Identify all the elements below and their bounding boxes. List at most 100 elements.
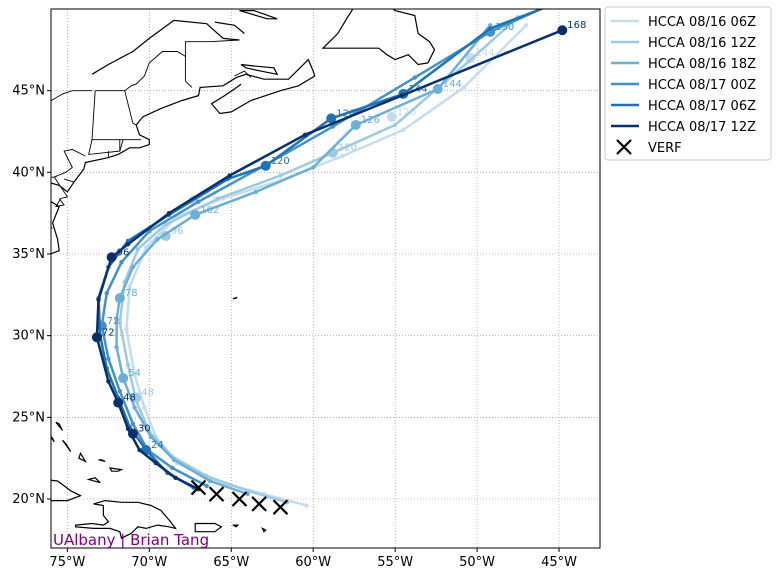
forecast-hour-label: 144 bbox=[476, 48, 495, 59]
track-point bbox=[114, 344, 119, 350]
lat-tick-label: 45°N bbox=[12, 84, 45, 99]
lon-tick-label: 60°W bbox=[295, 555, 331, 570]
bahamas-inagua-coast bbox=[86, 477, 101, 484]
track-marker bbox=[113, 397, 124, 408]
us-east-coast-coast bbox=[51, 200, 60, 255]
lon-tick-label: 55°W bbox=[377, 555, 413, 570]
track-point bbox=[124, 326, 129, 332]
track-point bbox=[132, 405, 137, 410]
forecast-hour-label: 126 bbox=[336, 108, 355, 119]
track-marker bbox=[386, 111, 397, 122]
track-line bbox=[100, 9, 544, 488]
forecast-hour-label: 78 bbox=[125, 288, 138, 299]
track-point bbox=[196, 199, 201, 204]
legend-label: HCCA 08/17 12Z bbox=[648, 120, 756, 135]
track-point bbox=[488, 26, 493, 31]
track-point bbox=[106, 379, 111, 384]
cuba-coast bbox=[51, 479, 83, 502]
track-point bbox=[114, 317, 119, 322]
track-point bbox=[125, 242, 131, 247]
forecast-hour-label: 126 bbox=[397, 107, 416, 118]
gaspe-coast-coast bbox=[214, 21, 245, 34]
track-point bbox=[173, 475, 178, 480]
track-point bbox=[119, 259, 124, 265]
track-marker bbox=[350, 119, 361, 130]
legend-box bbox=[604, 6, 772, 161]
track-point bbox=[155, 237, 160, 242]
bermuda-coast bbox=[232, 296, 238, 300]
lon-tick-label: 75°W bbox=[49, 555, 85, 570]
verification-track bbox=[190, 479, 289, 515]
track-point bbox=[488, 23, 493, 28]
track-point bbox=[340, 153, 345, 159]
track-point bbox=[117, 320, 123, 325]
track-point bbox=[125, 362, 131, 368]
track-marker bbox=[131, 392, 142, 403]
legend-label: HCCA 08/16 06Z bbox=[648, 15, 756, 30]
bahamas-long-coast bbox=[62, 439, 72, 452]
lat-tick-label: 25°N bbox=[12, 410, 45, 425]
forecast-hour-label: 54 bbox=[128, 368, 141, 379]
track-hcca-08-16-18z: 102 126 78 54 144 bbox=[114, 23, 493, 497]
forecast-hour-label: 150 bbox=[495, 22, 514, 33]
track-point bbox=[106, 356, 111, 361]
track-point bbox=[96, 297, 101, 302]
track-marker bbox=[118, 373, 129, 384]
track-point bbox=[204, 483, 209, 489]
track-point bbox=[311, 165, 316, 170]
track-line bbox=[95, 29, 563, 491]
track-point bbox=[253, 189, 259, 195]
forecast-hour-label: 96 bbox=[171, 226, 184, 237]
track-point bbox=[392, 122, 398, 128]
track-point bbox=[304, 503, 309, 508]
forecast-hour-label: 72 bbox=[107, 316, 120, 327]
track-point bbox=[132, 372, 137, 378]
political-border bbox=[51, 90, 92, 102]
forecast-hour-label: 24 bbox=[151, 440, 164, 451]
political-border bbox=[119, 139, 124, 152]
track-marker bbox=[326, 113, 337, 124]
verf-marker bbox=[231, 491, 248, 507]
track-point bbox=[163, 222, 168, 227]
anguilla-barbuda-coast bbox=[261, 527, 267, 533]
forecast-hour-label: 96 bbox=[117, 247, 130, 258]
forecast-hour-label: 102 bbox=[200, 205, 219, 216]
track-point bbox=[330, 124, 336, 129]
forecast-hour-label: 144 bbox=[443, 79, 462, 90]
anticosti-island-coast bbox=[239, 10, 278, 20]
bahamas-exuma-coast bbox=[51, 435, 55, 443]
legend-label: HCCA 08/16 12Z bbox=[648, 36, 756, 51]
verf-marker bbox=[208, 486, 225, 502]
track-point bbox=[142, 405, 147, 410]
track-marker bbox=[432, 84, 443, 95]
bahamas-cat-coast bbox=[55, 421, 64, 431]
lat-tick-label: 40°N bbox=[12, 165, 45, 180]
political-border bbox=[234, 70, 252, 78]
puerto-rico-coast bbox=[194, 522, 223, 533]
lat-tick-label: 30°N bbox=[12, 329, 45, 344]
legend-item: HCCA 08/17 00Z bbox=[611, 78, 756, 93]
forecast-tracks: 1421261441209648102126785414472150120126… bbox=[91, 0, 586, 508]
legend-item: HCCA 08/16 12Z bbox=[611, 36, 756, 51]
track-point bbox=[557, 0, 561, 3]
hispaniola-coast bbox=[75, 499, 177, 540]
track-hcca-08-17-12z: 168 96 72 48 30 bbox=[91, 20, 586, 492]
credit-text: UAlbany | Brian Tang bbox=[53, 531, 209, 549]
prince-edward-island-coast bbox=[240, 63, 279, 76]
lon-tick-label: 45°W bbox=[541, 555, 577, 570]
track-point bbox=[166, 210, 172, 216]
legend-item: HCCA 08/16 06Z bbox=[611, 15, 756, 30]
legend-label: HCCA 08/16 18Z bbox=[648, 57, 756, 72]
legend-item: HCCA 08/17 06Z bbox=[611, 99, 756, 114]
bahamas-acklins-coast bbox=[78, 451, 87, 463]
track-marker bbox=[260, 160, 271, 171]
political-border bbox=[184, 39, 240, 57]
legend: HCCA 08/16 06Z HCCA 08/16 12Z HCCA 08/16 1… bbox=[604, 6, 772, 161]
forecast-hour-label: 126 bbox=[361, 115, 380, 126]
political-border bbox=[54, 198, 65, 208]
legend-item: HCCA 08/17 12Z bbox=[611, 120, 756, 135]
track-marker bbox=[190, 209, 201, 220]
coastlines bbox=[51, 9, 436, 540]
track-point bbox=[401, 127, 406, 133]
track-marker bbox=[91, 332, 102, 343]
